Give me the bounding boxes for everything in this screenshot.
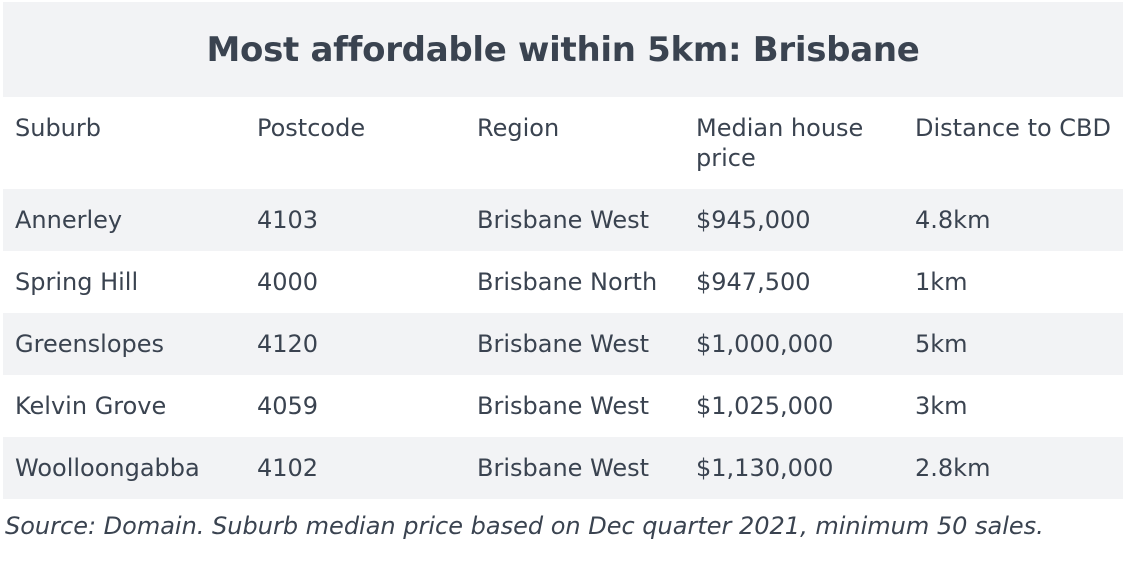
table-row: Spring Hill 4000 Brisbane North $947,500… xyxy=(3,251,1123,313)
cell-region: Brisbane West xyxy=(477,330,650,358)
cell-suburb: Spring Hill xyxy=(15,268,139,296)
header-distance-to-cbd: Distance to CBD xyxy=(915,114,1111,142)
cell-postcode: 4102 xyxy=(257,454,319,482)
cell-suburb: Woolloongabba xyxy=(15,454,200,482)
header-row: Suburb Postcode Region Median house pric… xyxy=(3,97,1123,189)
table-body: Annerley 4103 Brisbane West $945,000 4.8… xyxy=(3,189,1123,499)
cell-distance: 3km xyxy=(915,392,968,420)
source-note: Source: Domain. Suburb median price base… xyxy=(5,512,1044,540)
table-row: Greenslopes 4120 Brisbane West $1,000,00… xyxy=(3,313,1123,375)
header-suburb: Suburb xyxy=(15,114,101,142)
cell-region: Brisbane West xyxy=(477,454,650,482)
title-bar: Most affordable within 5km: Brisbane xyxy=(3,2,1123,97)
cell-postcode: 4103 xyxy=(257,206,319,234)
cell-postcode: 4120 xyxy=(257,330,319,358)
table-title: Most affordable within 5km: Brisbane xyxy=(206,29,920,70)
cell-suburb: Annerley xyxy=(15,206,123,234)
cell-distance: 5km xyxy=(915,330,968,358)
cell-median-price: $1,025,000 xyxy=(696,392,834,420)
table-header: Suburb Postcode Region Median house pric… xyxy=(3,97,1123,189)
header-region: Region xyxy=(477,114,560,142)
cell-median-price: $1,130,000 xyxy=(696,454,834,482)
cell-distance: 2.8km xyxy=(915,454,991,482)
table-row: Kelvin Grove 4059 Brisbane West $1,025,0… xyxy=(3,375,1123,437)
table-card: Most affordable within 5km: Brisbane Sub… xyxy=(3,2,1123,499)
cell-postcode: 4059 xyxy=(257,392,319,420)
cell-median-price: $945,000 xyxy=(696,206,811,234)
header-postcode: Postcode xyxy=(257,114,366,142)
cell-distance: 1km xyxy=(915,268,968,296)
cell-region: Brisbane West xyxy=(477,206,650,234)
cell-postcode: 4000 xyxy=(257,268,319,296)
cell-distance: 4.8km xyxy=(915,206,991,234)
cell-region: Brisbane West xyxy=(477,392,650,420)
cell-suburb: Kelvin Grove xyxy=(15,392,167,420)
cell-suburb: Greenslopes xyxy=(15,330,165,358)
table-row: Woolloongabba 4102 Brisbane West $1,130,… xyxy=(3,437,1123,499)
data-table: Suburb Postcode Region Median house pric… xyxy=(3,97,1123,499)
cell-median-price: $947,500 xyxy=(696,268,811,296)
table-row: Annerley 4103 Brisbane West $945,000 4.8… xyxy=(3,189,1123,251)
cell-region: Brisbane North xyxy=(477,268,658,296)
header-median-house-price: Median house price xyxy=(696,114,864,172)
cell-median-price: $1,000,000 xyxy=(696,330,834,358)
